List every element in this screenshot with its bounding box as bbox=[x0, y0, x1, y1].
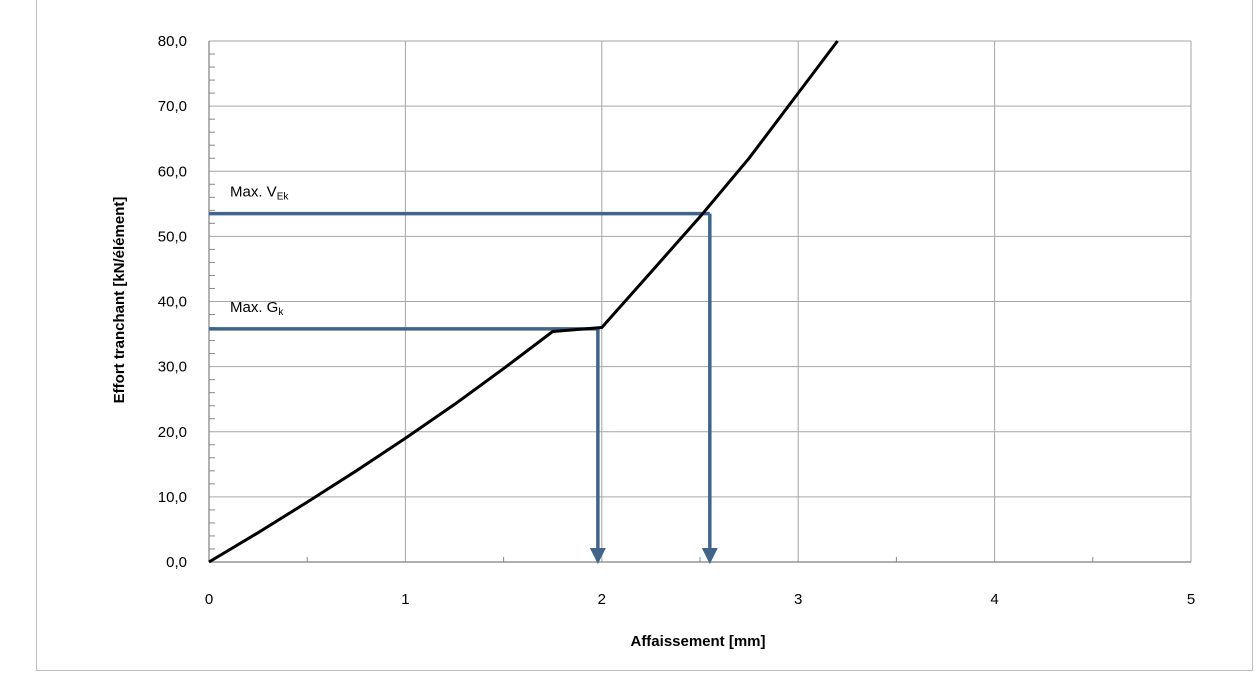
annotation-label: Max. VEk bbox=[230, 184, 289, 203]
x-tick-label: 0 bbox=[205, 591, 213, 608]
x-tick-label: 2 bbox=[598, 591, 606, 608]
y-tick-label: 70,0 bbox=[158, 98, 187, 115]
x-tick-label: 3 bbox=[794, 591, 802, 608]
x-axis-label: Affaissement [mm] bbox=[630, 633, 765, 650]
annotation-arrowhead bbox=[589, 548, 606, 564]
y-tick-label: 50,0 bbox=[158, 228, 187, 245]
chart-frame bbox=[36, 0, 1253, 671]
y-tick-label: 0,0 bbox=[166, 554, 187, 571]
annotations: Max. Gk Max. VEk bbox=[209, 184, 718, 564]
axes: 0 1 2 3 4 50,010,020,030,040,050,060,070,080,… bbox=[158, 33, 1195, 608]
y-tick-label: 20,0 bbox=[158, 424, 187, 441]
y-tick-label: 10,0 bbox=[158, 489, 187, 506]
x-tick-label: 5 bbox=[1187, 591, 1195, 608]
y-tick-label: 30,0 bbox=[158, 359, 187, 376]
x-tick-label: 1 bbox=[401, 591, 409, 608]
axis-labels: Affaissement [mm] Effort tranchant [kN/é… bbox=[111, 197, 766, 650]
x-tick-label: 4 bbox=[990, 591, 998, 608]
y-tick-label: 60,0 bbox=[158, 163, 187, 180]
grid-lines bbox=[208, 40, 1192, 563]
y-axis-label: Effort tranchant [kN/élément] bbox=[111, 197, 128, 404]
y-tick-label: 80,0 bbox=[158, 33, 187, 50]
annotation-arrowhead bbox=[701, 548, 718, 564]
annotation-label: Max. Gk bbox=[230, 299, 284, 318]
series-group bbox=[208, 40, 839, 564]
series-line bbox=[208, 40, 839, 564]
y-tick-label: 40,0 bbox=[158, 294, 187, 311]
